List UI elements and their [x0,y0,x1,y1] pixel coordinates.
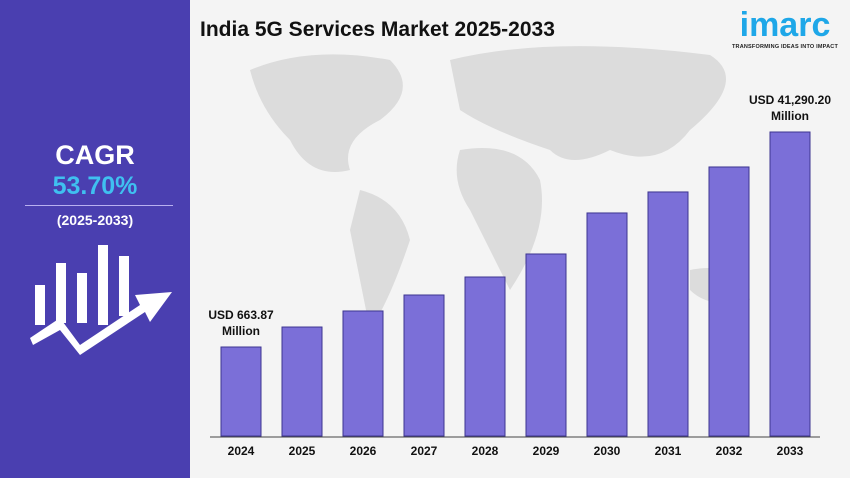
tick-label-2030: 2030 [594,444,621,458]
bar-2033 [769,131,811,437]
tick-label-2032: 2032 [716,444,743,458]
data-label-2033: USD 41,290.20 [749,93,831,107]
cagr-value: 53.70% [52,172,138,200]
tick-label-2028: 2028 [472,444,499,458]
cagr-panel: CAGR 53.70% (2025-2033) [0,0,190,478]
tick-label-2025: 2025 [289,444,316,458]
bar-2026 [342,310,384,437]
bar-2024 [220,346,262,437]
bar-2030 [586,212,628,437]
logo-word: imarc [739,6,831,44]
data-label-2024: USD 663.87 [208,308,274,322]
cagr-period: (2025-2033) [56,212,134,228]
bar-2025 [281,326,323,437]
data-label-2033: Million [771,109,809,123]
bar-2029 [525,253,567,437]
bar-2028 [464,276,506,437]
tick-label-2031: 2031 [655,444,682,458]
data-label-2024: Million [222,324,260,338]
bar-2031 [647,191,689,437]
tick-label-2033: 2033 [777,444,804,458]
tick-label-2024: 2024 [228,444,255,458]
growth-chart-icon [30,245,172,355]
tick-label-2026: 2026 [350,444,377,458]
world-map [250,46,750,330]
divider [25,205,173,206]
tick-label-2027: 2027 [411,444,438,458]
bar-chart: 2024 2025 2026 2027 2028 2029 2030 2031 2032 2033… [208,46,831,458]
chart-title: India 5G Services Market 2025-2033 [200,18,555,41]
bar-2027 [403,294,445,437]
imarc-logo: imarc TRANSFORMING IDEAS INTO IMPACT [725,6,845,50]
bar-2032 [708,166,750,437]
cagr-label: CAGR [55,140,135,170]
logo-tagline: TRANSFORMING IDEAS INTO IMPACT [731,44,839,50]
tick-label-2029: 2029 [533,444,560,458]
